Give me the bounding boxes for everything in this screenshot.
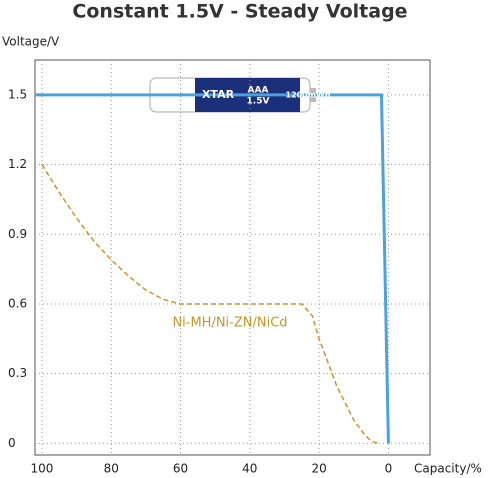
y-axis-label: Voltage/V [2,35,60,49]
battery-label: XTAR [202,88,235,101]
x-tick-label: 100 [30,462,53,476]
y-tick-label: 0 [8,436,16,450]
battery-label: 1.5V [247,97,270,107]
y-tick-label: 1.5 [8,87,27,101]
annotation: Ni-MH/Ni-ZN/NiCd [172,316,287,331]
x-axis-label: Capacity/% [414,462,482,476]
plot-frame [34,59,431,456]
battery-label: 1200mWh [285,91,330,100]
data-line [35,93,390,444]
x-tick-label: 60 [173,462,188,476]
battery-label: AAA [248,86,269,96]
x-tick-label: 0 [385,462,393,476]
data-line [41,164,379,445]
x-tick-label: 40 [242,462,257,476]
y-tick-label: 1.2 [8,157,27,171]
x-tick-label: 80 [104,462,119,476]
y-tick-label: 0.3 [8,366,27,380]
chart-title: Constant 1.5V - Steady Voltage [72,1,407,23]
x-tick-label: 20 [311,462,326,476]
y-tick-label: 0.6 [8,296,27,310]
y-tick-label: 0.9 [8,227,27,241]
